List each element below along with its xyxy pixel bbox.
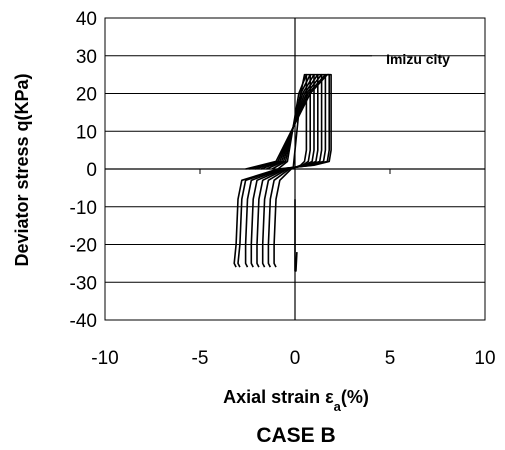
y-tick-label: 10 [76, 122, 97, 143]
x-axis-label-sub: a [334, 399, 342, 414]
series-line [233, 73, 332, 268]
x-tick-labels: -10 -5 0 5 10 [91, 348, 495, 369]
x-axis-label: Axial strain εa(%) [223, 387, 369, 414]
y-axis-label: Deviator stress q(KPa) [12, 73, 32, 266]
x-tick-label: 10 [474, 348, 495, 369]
x-tick-label: 0 [290, 348, 301, 369]
y-tick-label: 0 [86, 160, 97, 181]
series-line [244, 73, 327, 268]
series-line [250, 73, 323, 268]
annotation-label: Imizu city [386, 51, 450, 67]
y-tick-label: -40 [70, 311, 97, 332]
series-line [256, 73, 319, 268]
y-tick-label: -30 [70, 273, 97, 294]
y-tick-label: 20 [76, 85, 97, 106]
series-group [233, 73, 332, 272]
x-tick-label: 5 [385, 348, 396, 369]
y-tick-label: 40 [76, 9, 97, 30]
axes [104, 18, 486, 320]
series-line [267, 73, 312, 268]
x-axis-label-tail: (%) [341, 387, 369, 407]
x-tick-label: -5 [192, 348, 209, 369]
y-tick-label: -10 [70, 198, 97, 219]
figure-caption: CASE B [256, 424, 335, 447]
y-tick-labels: 40 30 20 10 0 -10 -20 -30 -40 [70, 9, 97, 332]
y-tick-label: 30 [76, 47, 97, 68]
x-tick-label: -10 [91, 348, 118, 369]
series-line [261, 73, 315, 268]
y-tick-label: -20 [70, 236, 97, 257]
x-axis-label-main: Axial strain ε [223, 387, 334, 407]
